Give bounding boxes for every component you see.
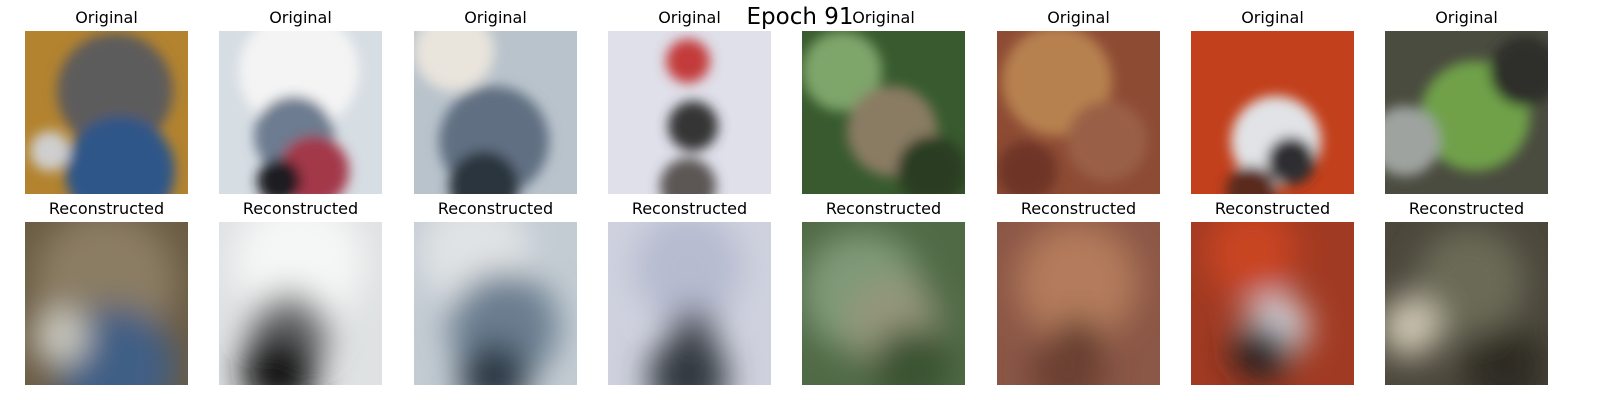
thumbnail-image	[802, 222, 965, 385]
thumbnail-image	[219, 222, 382, 385]
thumbnail-image	[25, 31, 188, 194]
reconstructed-image	[219, 222, 382, 385]
original-label: Original	[269, 8, 332, 27]
reconstructed-label: Reconstructed	[48, 199, 165, 218]
thumbnail-image	[997, 222, 1160, 385]
thumbnail-image	[1385, 31, 1548, 194]
reconstructed-label: Reconstructed	[242, 199, 359, 218]
thumbnail-image	[802, 31, 965, 194]
reconstructed-image	[1191, 222, 1354, 385]
thumbnail-image	[414, 222, 577, 385]
original-label: Original	[1435, 8, 1498, 27]
thumbnail-image	[997, 31, 1160, 194]
reconstructed-label: Reconstructed	[1408, 199, 1525, 218]
thumbnail-image	[608, 31, 771, 194]
thumbnail-image	[608, 222, 771, 385]
reconstructed-label: Reconstructed	[1214, 199, 1331, 218]
original-image	[25, 31, 188, 194]
thumbnail-image	[414, 31, 577, 194]
reconstructed-label: Reconstructed	[1020, 199, 1137, 218]
thumbnail-image	[1191, 222, 1354, 385]
reconstructed-label: Reconstructed	[631, 199, 748, 218]
figure-title: Epoch 91	[746, 4, 854, 30]
reconstructed-image	[25, 222, 188, 385]
thumbnail-image	[1385, 222, 1548, 385]
thumbnail-image	[219, 31, 382, 194]
original-image	[1191, 31, 1354, 194]
reconstructed-image	[997, 222, 1160, 385]
original-image	[1385, 31, 1548, 194]
original-label: Original	[464, 8, 527, 27]
original-label: Original	[1241, 8, 1304, 27]
original-image	[802, 31, 965, 194]
reconstructed-image	[414, 222, 577, 385]
original-image	[997, 31, 1160, 194]
thumbnail-image	[25, 222, 188, 385]
reconstructed-image	[608, 222, 771, 385]
reconstructed-image	[1385, 222, 1548, 385]
thumbnail-image	[1191, 31, 1354, 194]
reconstructed-label: Reconstructed	[437, 199, 554, 218]
original-label: Original	[75, 8, 138, 27]
original-image	[414, 31, 577, 194]
original-label: Original	[852, 8, 915, 27]
original-label: Original	[1047, 8, 1110, 27]
original-image	[219, 31, 382, 194]
reconstructed-image	[802, 222, 965, 385]
original-label: Original	[658, 8, 721, 27]
original-image	[608, 31, 771, 194]
reconstructed-label: Reconstructed	[825, 199, 942, 218]
